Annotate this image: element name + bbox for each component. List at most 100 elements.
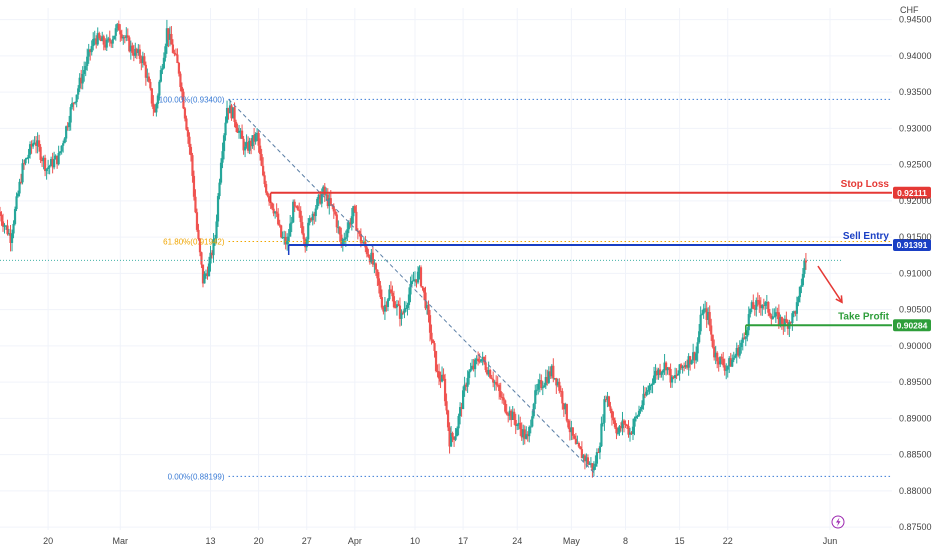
candle-body bbox=[624, 423, 627, 425]
candle-body bbox=[164, 46, 167, 58]
candle-body bbox=[104, 44, 107, 48]
candle-body bbox=[452, 436, 456, 440]
candle-body bbox=[610, 410, 614, 418]
candle-body bbox=[96, 33, 99, 45]
candle-body bbox=[637, 410, 641, 416]
candle-body bbox=[422, 287, 426, 293]
candle-body bbox=[313, 213, 316, 217]
candle-body bbox=[376, 269, 379, 279]
candle-body bbox=[53, 159, 56, 168]
candle-body bbox=[589, 463, 593, 465]
x-tick-label: 20 bbox=[43, 536, 53, 546]
candle-body bbox=[675, 375, 678, 377]
candle-body bbox=[147, 76, 150, 82]
fib-level-label: 0.00%(0.88199) bbox=[168, 472, 225, 481]
candle-body bbox=[722, 358, 725, 366]
candle-body bbox=[449, 432, 453, 447]
candle-body bbox=[616, 432, 620, 434]
candle-body bbox=[743, 337, 746, 339]
candle-body bbox=[256, 132, 259, 135]
candle-body bbox=[266, 192, 269, 197]
candle-body bbox=[113, 35, 116, 40]
candle-body bbox=[144, 64, 147, 78]
candle-body bbox=[574, 438, 577, 444]
level-name-label: Sell Entry bbox=[843, 231, 890, 242]
candle-body bbox=[631, 426, 635, 434]
candle-body bbox=[167, 28, 170, 40]
candle-body bbox=[613, 420, 617, 428]
candle-body bbox=[388, 289, 391, 300]
candle-body bbox=[36, 140, 39, 146]
candle-body bbox=[768, 312, 771, 316]
candle-body bbox=[440, 374, 444, 382]
candle-body bbox=[531, 416, 534, 427]
lightning-icon[interactable] bbox=[831, 515, 845, 529]
candle-body bbox=[654, 370, 657, 376]
candle-body bbox=[564, 404, 567, 410]
candle-body bbox=[780, 317, 783, 324]
candle-body bbox=[265, 184, 268, 193]
candle-body bbox=[463, 384, 466, 391]
candle-body bbox=[56, 155, 59, 165]
candle-body bbox=[203, 274, 206, 284]
candle-body bbox=[419, 267, 423, 287]
candle-body bbox=[523, 429, 526, 439]
x-tick-label: 22 bbox=[723, 536, 733, 546]
candle-body bbox=[555, 378, 558, 386]
candle-body bbox=[520, 429, 523, 438]
candle-body bbox=[568, 427, 571, 433]
candle-body bbox=[549, 371, 552, 377]
candle-body bbox=[370, 252, 373, 263]
candle-body bbox=[734, 355, 737, 358]
candle-body bbox=[227, 107, 230, 114]
candle-body bbox=[341, 239, 344, 245]
level-price-text: 0.90284 bbox=[897, 320, 928, 330]
candle-body bbox=[182, 91, 185, 109]
candle-body bbox=[732, 357, 735, 360]
candle-body bbox=[457, 416, 460, 429]
candle-body bbox=[305, 239, 308, 248]
candle-body bbox=[770, 315, 773, 319]
x-axis[interactable]: 20 Mar 13 20 27 Apr 10 17 24 May 8 15 22 Jun bbox=[43, 536, 837, 546]
candle-body bbox=[695, 353, 698, 361]
candle-body bbox=[561, 391, 564, 404]
candle-body bbox=[750, 302, 753, 309]
candle-body bbox=[308, 218, 311, 223]
y-tick-label: 0.93500 bbox=[899, 87, 932, 97]
y-axis[interactable]: 0.94500 0.94000 0.93500 0.93000 0.92500 0.920… bbox=[899, 15, 932, 533]
candle-body bbox=[627, 425, 630, 435]
candle-body bbox=[28, 144, 32, 155]
candle-body bbox=[776, 312, 779, 314]
candle-body bbox=[80, 77, 83, 84]
trendline[interactable] bbox=[228, 99, 596, 475]
candle-body bbox=[358, 231, 361, 234]
candle-body bbox=[486, 369, 489, 375]
candle-body bbox=[50, 158, 53, 166]
candle-body bbox=[350, 216, 353, 225]
candle-body bbox=[570, 427, 573, 433]
candle-body bbox=[177, 62, 181, 74]
candle-body bbox=[607, 396, 611, 407]
fib-level-label: 61.80%(0.91942) bbox=[163, 237, 225, 246]
candle-body bbox=[717, 361, 720, 365]
candle-body bbox=[212, 239, 215, 256]
candle-body bbox=[425, 305, 429, 309]
candle-body bbox=[678, 364, 681, 374]
candle-body bbox=[451, 432, 454, 437]
candle-body bbox=[74, 102, 77, 104]
candle-body bbox=[62, 143, 65, 146]
candle-body bbox=[756, 300, 759, 302]
candle-body bbox=[598, 446, 602, 453]
candle-body bbox=[22, 163, 26, 165]
candle-body bbox=[517, 422, 520, 425]
candle-body bbox=[110, 41, 113, 44]
candle-body bbox=[395, 304, 399, 308]
candle-body bbox=[48, 165, 51, 168]
candle-body bbox=[726, 366, 729, 370]
candle-body bbox=[686, 365, 689, 368]
candle-body bbox=[30, 144, 33, 147]
candle-body bbox=[293, 201, 296, 207]
candle-body bbox=[761, 305, 764, 309]
